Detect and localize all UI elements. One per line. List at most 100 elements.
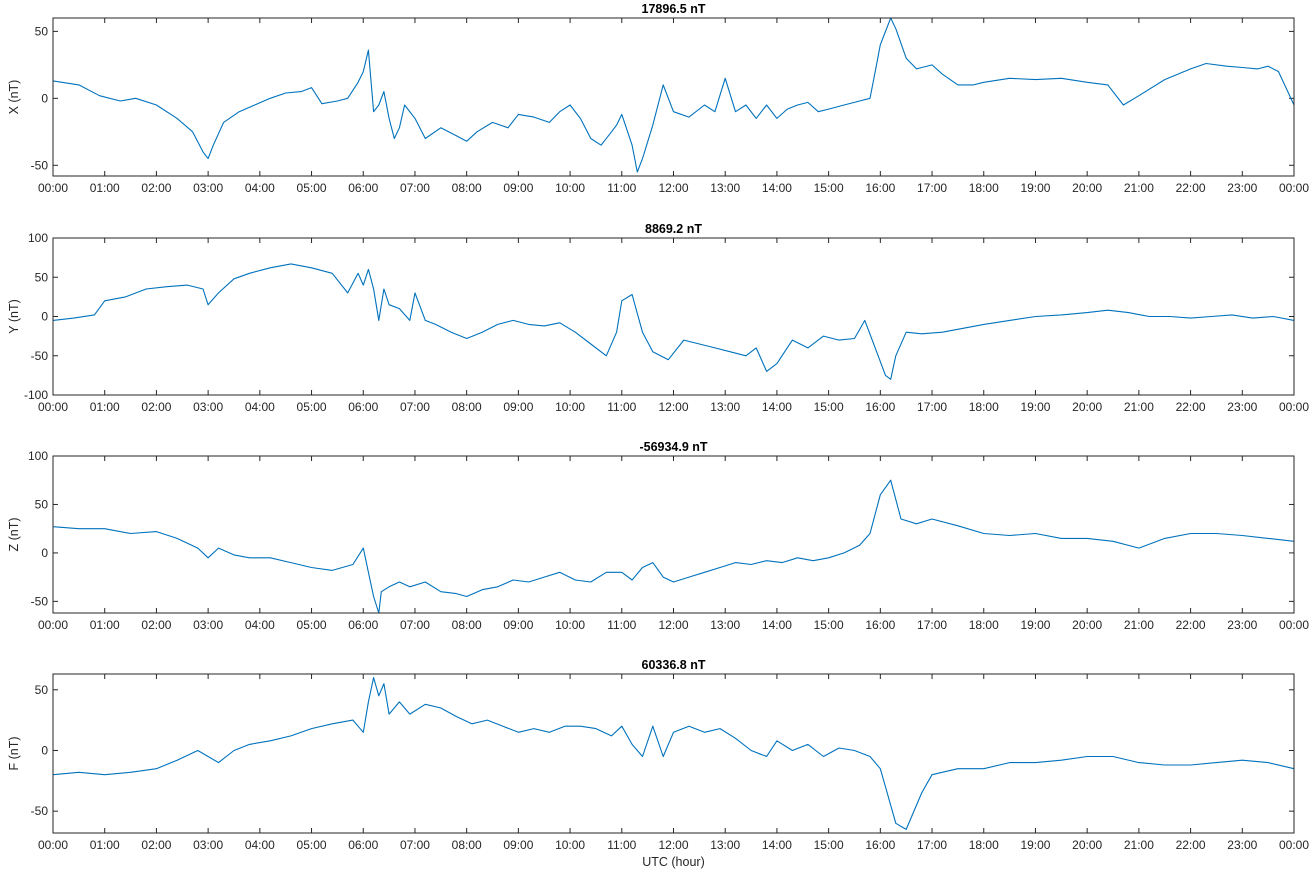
x-tick-label: 17:00 — [917, 181, 947, 195]
y-axis-label: Y (nT) — [7, 299, 21, 334]
x-tick-label: 16:00 — [865, 838, 895, 852]
x-tick-label: 05:00 — [297, 618, 327, 632]
y-tick-label: -50 — [31, 158, 49, 172]
x-tick-label: 06:00 — [348, 618, 378, 632]
x-tick-label: 12:00 — [658, 181, 688, 195]
x-tick-label: 09:00 — [503, 181, 533, 195]
x-tick-label: 10:00 — [555, 400, 585, 414]
x-tick-label: 12:00 — [658, 838, 688, 852]
x-tick-label: 00:00 — [1279, 400, 1309, 414]
x-tick-label: 03:00 — [193, 400, 223, 414]
x-tick-label: 00:00 — [1279, 618, 1309, 632]
x-tick-label: 13:00 — [710, 400, 740, 414]
x-tick-label: 08:00 — [452, 400, 482, 414]
x-tick-label: 07:00 — [400, 181, 430, 195]
x-tick-label: 13:00 — [710, 181, 740, 195]
y-tick-label: 50 — [35, 683, 49, 697]
x-tick-label: 23:00 — [1227, 181, 1257, 195]
x-tick-label: 15:00 — [814, 838, 844, 852]
y-tick-label: 50 — [35, 24, 49, 38]
x-tick-label: 10:00 — [555, 618, 585, 632]
x-tick-label: 00:00 — [1279, 838, 1309, 852]
x-tick-label: 17:00 — [917, 400, 947, 414]
y-tick-label: -50 — [31, 804, 49, 818]
panel-title: 60336.8 nT — [642, 658, 706, 672]
y-tick-label: 0 — [41, 546, 48, 560]
x-tick-label: 20:00 — [1072, 838, 1102, 852]
x-tick-label: 02:00 — [141, 618, 171, 632]
y-tick-label: -50 — [31, 349, 49, 363]
x-tick-label: 02:00 — [141, 838, 171, 852]
x-tick-label: 11:00 — [607, 618, 636, 632]
axis-ticks: 00:00 01:00 02:00 03:00 04:00 05:00 06:00 07:00… — [28, 449, 1309, 632]
x-tick-label: 19:00 — [1020, 838, 1050, 852]
x-tick-label: 11:00 — [607, 838, 636, 852]
x-tick-label: 18:00 — [969, 400, 999, 414]
x-tick-label: 03:00 — [193, 838, 223, 852]
x-tick-label: 19:00 — [1020, 400, 1050, 414]
x-tick-label: 15:00 — [814, 618, 844, 632]
y-tick-label: 50 — [35, 497, 49, 511]
x-tick-label: 18:00 — [969, 618, 999, 632]
x-tick-label: 12:00 — [658, 618, 688, 632]
series-line-f — [52, 677, 1295, 830]
x-tick-label: 23:00 — [1227, 618, 1257, 632]
x-tick-label: 18:00 — [969, 838, 999, 852]
y-tick-label: -50 — [31, 594, 49, 608]
y-tick-label: 100 — [28, 231, 48, 245]
x-tick-label: 22:00 — [1176, 400, 1206, 414]
x-tick-label: 20:00 — [1072, 618, 1102, 632]
axis-ticks: 00:00 01:00 02:00 03:00 04:00 05:00 06:00 07:00… — [31, 674, 1309, 852]
x-tick-label: 05:00 — [297, 181, 327, 195]
x-tick-label: 06:00 — [348, 181, 378, 195]
x-tick-label: 01:00 — [90, 181, 120, 195]
x-tick-label: 00:00 — [38, 181, 68, 195]
x-tick-label: 11:00 — [607, 400, 636, 414]
x-tick-label: 19:00 — [1020, 618, 1050, 632]
x-tick-label: 08:00 — [452, 838, 482, 852]
y-axis-label: Z (nT) — [7, 517, 21, 551]
x-tick-label: 04:00 — [245, 400, 275, 414]
x-tick-label: 21:00 — [1124, 618, 1154, 632]
y-tick-label: 100 — [28, 449, 48, 463]
series-line-y — [52, 263, 1295, 380]
x-tick-label: 15:00 — [814, 181, 844, 195]
x-tick-label: 21:00 — [1124, 181, 1154, 195]
series-line-z — [52, 479, 1295, 614]
x-tick-label: 10:00 — [555, 181, 585, 195]
x-tick-label: 07:00 — [400, 618, 430, 632]
x-tick-label: 23:00 — [1227, 400, 1257, 414]
x-tick-label: 02:00 — [141, 181, 171, 195]
plot-frame — [52, 17, 1295, 177]
x-tick-label: 11:00 — [607, 181, 636, 195]
x-tick-label: 14:00 — [762, 181, 792, 195]
x-tick-label: 03:00 — [193, 618, 223, 632]
series-line-x — [52, 17, 1295, 173]
axis-ticks: 00:00 01:00 02:00 03:00 04:00 05:00 06:00 07:00… — [31, 18, 1309, 195]
x-tick-label: 03:00 — [193, 181, 223, 195]
x-tick-label: 21:00 — [1124, 838, 1154, 852]
x-tick-label: 20:00 — [1072, 181, 1102, 195]
axis-ticks: 00:00 01:00 02:00 03:00 04:00 05:00 06:00 07:00… — [24, 231, 1309, 414]
x-tick-label: 12:00 — [658, 400, 688, 414]
x-tick-label: 17:00 — [917, 618, 947, 632]
x-tick-label: 00:00 — [1279, 181, 1309, 195]
x-tick-label: 13:00 — [710, 618, 740, 632]
x-tick-label: 16:00 — [865, 400, 895, 414]
x-tick-label: 04:00 — [245, 181, 275, 195]
y-axis-label: F (nT) — [7, 736, 21, 770]
subplot-f: 60336.8 nT F (nT) 00:00 01:00 02:00 03:00 04… — [7, 658, 1309, 852]
subplot-z: -56934.9 nT Z (nT) 00:00 01:00 02:00 03:00 0… — [7, 440, 1309, 632]
y-tick-label: 0 — [41, 91, 48, 105]
subplot-x: 17896.5 nT X (nT) 00:00 01:00 02:00 03:00 04… — [7, 2, 1309, 195]
x-tick-label: 08:00 — [452, 181, 482, 195]
y-tick-label: 50 — [35, 270, 49, 284]
y-axis-label: X (nT) — [7, 80, 21, 115]
x-tick-label: 19:00 — [1020, 181, 1050, 195]
x-tick-label: 05:00 — [297, 400, 327, 414]
x-tick-label: 13:00 — [710, 838, 740, 852]
x-tick-label: 22:00 — [1176, 181, 1206, 195]
x-tick-label: 14:00 — [762, 838, 792, 852]
x-tick-label: 02:00 — [141, 400, 171, 414]
